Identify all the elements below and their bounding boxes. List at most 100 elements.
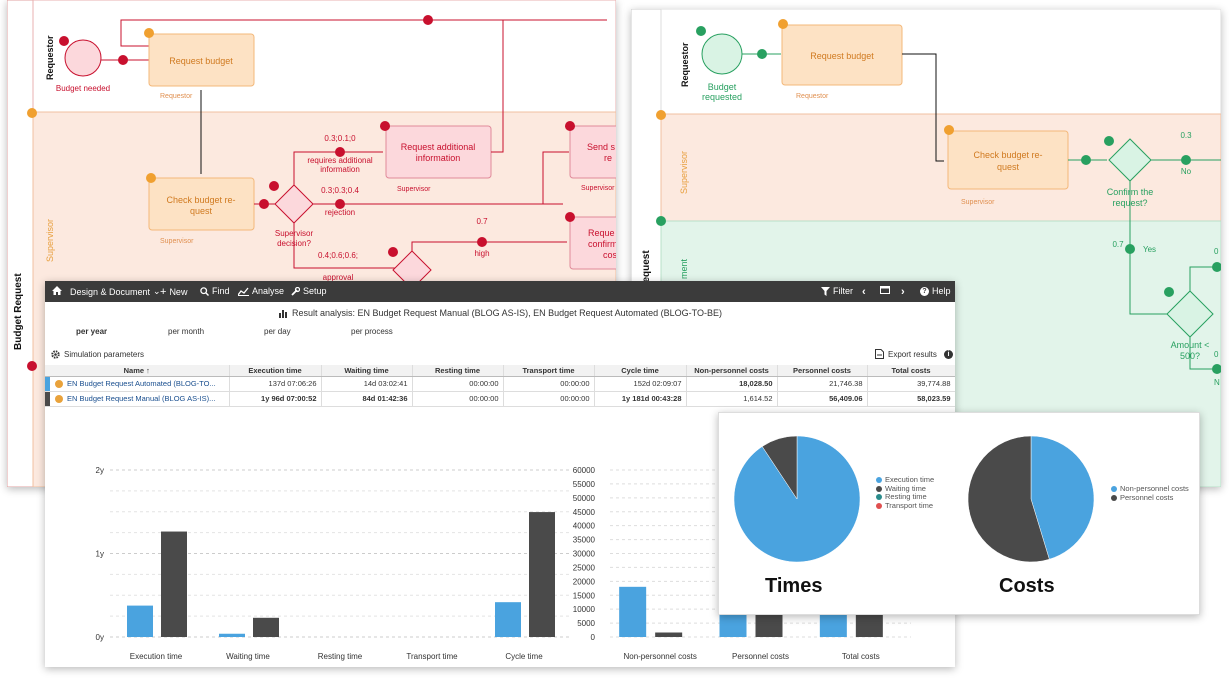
tobe-lane-edit-icon[interactable] (656, 110, 666, 120)
asis-edit-icon[interactable] (144, 28, 154, 38)
asis-flow-label-info: requires additional (307, 156, 373, 165)
tobe-add-icon[interactable] (1104, 136, 1114, 146)
y-tick-label: 35000 (573, 536, 596, 545)
legend-item: Waiting time (876, 483, 934, 494)
result-analysis-title: Result analysis: EN Budget Request Manua… (45, 308, 955, 319)
tobe-task-check-budget-label-2: quest (997, 162, 1020, 172)
asis-remove-icon[interactable] (565, 121, 575, 131)
new-button[interactable]: + New (160, 286, 187, 298)
column-header-resting-time[interactable]: Resting time (412, 365, 504, 377)
y-tick-label: 30000 (573, 550, 596, 559)
times-pie-title: Times (765, 575, 823, 597)
y-tick-label: 55000 (573, 480, 596, 489)
bar (161, 531, 187, 637)
asis-remove-icon[interactable] (423, 15, 433, 25)
find-button[interactable]: Find (200, 286, 230, 296)
tobe-add-icon[interactable] (696, 26, 706, 36)
column-header-personnel-costs[interactable]: Personnel costs (777, 365, 868, 377)
legend-label: Waiting time (885, 483, 926, 493)
x-tick-label: Resting time (318, 652, 363, 661)
tobe-prob-no: 0.3 (1180, 131, 1192, 140)
asis-role-supervisor: Supervisor (160, 238, 194, 245)
asis-lane-edit-icon[interactable] (27, 108, 37, 118)
column-header-total-costs[interactable]: Total costs (867, 365, 955, 377)
tobe-task-check-budget[interactable] (947, 130, 1069, 190)
column-header-cycle-time[interactable]: Cycle time (594, 365, 687, 377)
tobe-add-icon[interactable] (1164, 287, 1174, 297)
x-tick-label: Total costs (842, 652, 880, 661)
tobe-edit-icon[interactable] (778, 19, 788, 29)
asis-remove-icon[interactable] (59, 36, 69, 46)
asis-task-request-info-label-2: information (416, 153, 461, 163)
tobe-add-icon[interactable] (1181, 155, 1191, 165)
asis-remove-icon[interactable] (380, 121, 390, 131)
table-row[interactable]: EN Budget Request Manual (BLOG AS-IS)...… (45, 391, 955, 407)
next-button[interactable]: › (901, 286, 905, 298)
asis-task-request-budget[interactable] (148, 33, 255, 87)
asis-edit-icon[interactable] (146, 173, 156, 183)
asis-start-event[interactable] (64, 39, 102, 77)
result-title-text: Result analysis: EN Budget Request Manua… (291, 308, 723, 318)
tobe-add-icon[interactable] (1081, 155, 1091, 165)
tobe-add-icon[interactable] (1212, 262, 1221, 272)
asis-task-check-budget-label-2: quest (190, 206, 213, 216)
legend-label: Personnel costs (1120, 492, 1174, 502)
asis-pool-remove-icon[interactable] (27, 361, 37, 371)
tobe-label-right-bottom: N (1214, 378, 1220, 387)
column-header-transport-time[interactable]: Transport time (503, 365, 595, 377)
results-table: Name ↑ Execution time Waiting time Resti… (45, 365, 955, 407)
tobe-edit-icon[interactable] (944, 125, 954, 135)
home-button[interactable] (52, 286, 62, 295)
column-header-non-personnel-costs[interactable]: Non-personnel costs (686, 365, 778, 377)
tobe-add-icon[interactable] (757, 49, 767, 59)
column-header-execution-time[interactable]: Execution time (229, 365, 322, 377)
tobe-add-icon[interactable] (1125, 244, 1135, 254)
y-tick-label: 25000 (573, 563, 596, 572)
asis-task-request-info[interactable] (385, 125, 492, 179)
tobe-lane-add-icon[interactable] (656, 216, 666, 226)
help-label: Help (932, 286, 951, 296)
setup-button[interactable]: Setup (291, 286, 327, 296)
asis-task-request-confirm[interactable] (569, 216, 616, 270)
period-per-process[interactable]: per process (351, 327, 393, 336)
row-name-cell[interactable]: EN Budget Request Manual (BLOG AS-IS)... (45, 391, 230, 407)
asis-remove-icon[interactable] (477, 237, 487, 247)
filter-button[interactable]: Filter (821, 286, 853, 296)
simulation-parameters-button[interactable]: Simulation parameters (51, 350, 144, 359)
bar (529, 512, 555, 637)
asis-remove-icon[interactable] (388, 247, 398, 257)
asis-task-send[interactable] (569, 125, 616, 179)
period-per-day[interactable]: per day (264, 327, 291, 336)
design-document-menu[interactable]: Design & Document ⌄ (70, 286, 161, 297)
pie-charts-panel: Execution time Waiting time Resting time… (718, 412, 1200, 615)
table-row[interactable]: EN Budget Request Automated (BLOG-TO... … (45, 376, 955, 392)
asis-remove-icon[interactable] (335, 199, 345, 209)
tobe-start-event[interactable] (701, 33, 743, 75)
period-per-month[interactable]: per month (168, 327, 205, 336)
asis-remove-icon[interactable] (269, 181, 279, 191)
asis-flow-prob-approval: 0.4;0.6;0.6; (318, 251, 358, 260)
analyse-label: Analyse (252, 286, 285, 296)
column-header-name[interactable]: Name ↑ (45, 365, 230, 377)
legend-label: Execution time (885, 475, 935, 484)
simulation-parameters-label: Simulation parameters (64, 350, 145, 359)
tobe-task-request-budget[interactable] (781, 24, 903, 86)
bar (655, 632, 683, 637)
previous-button[interactable]: ‹ (862, 286, 866, 298)
y-tick-label: 50000 (573, 494, 596, 503)
row-name-cell[interactable]: EN Budget Request Automated (BLOG-TO... (45, 376, 230, 392)
tobe-add-icon[interactable] (1212, 364, 1221, 374)
analyse-button[interactable]: Analyse (238, 286, 284, 296)
asis-flow-label-approval: approval (323, 273, 354, 282)
period-per-year[interactable]: per year (76, 327, 108, 336)
window-button[interactable] (880, 286, 890, 294)
help-button[interactable]: ? Help (920, 286, 951, 296)
export-results-button[interactable]: Export results (875, 349, 937, 359)
column-header-waiting-time[interactable]: Waiting time (321, 365, 413, 377)
info-icon[interactable]: i (944, 350, 953, 359)
asis-remove-icon[interactable] (259, 199, 269, 209)
asis-remove-icon[interactable] (335, 147, 345, 157)
plus-icon: + (160, 286, 167, 298)
cell-execution-time: 137d 07:06:26 (229, 376, 322, 392)
asis-remove-icon[interactable] (565, 212, 575, 222)
